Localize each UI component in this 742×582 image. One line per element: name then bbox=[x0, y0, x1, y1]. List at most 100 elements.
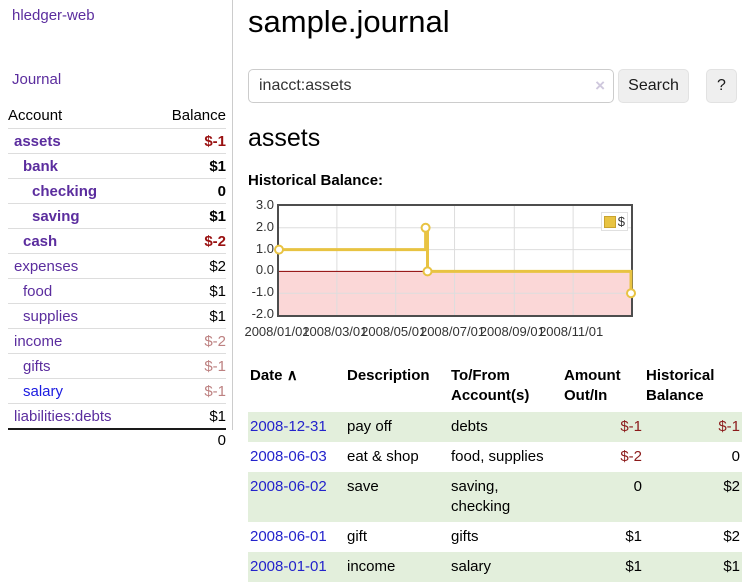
account-row-food: food $1 bbox=[8, 278, 226, 303]
accounts-header-balance: Balance bbox=[171, 107, 226, 124]
transaction-row: 2008-01-01 income salary $1 $1 bbox=[248, 552, 742, 582]
account-link-gifts[interactable]: gifts bbox=[23, 357, 51, 375]
account-row-cash: cash $-2 bbox=[8, 228, 226, 253]
column-header-description: Description bbox=[347, 367, 430, 384]
transaction-balance: $1 bbox=[644, 552, 742, 582]
account-balance: $-1 bbox=[204, 357, 226, 375]
transaction-description: pay off bbox=[345, 412, 449, 442]
transaction-date-link[interactable]: 2008-01-01 bbox=[250, 558, 327, 575]
account-link-expenses[interactable]: expenses bbox=[14, 257, 79, 275]
chart-label: Historical Balance: bbox=[248, 172, 384, 189]
transaction-date-link[interactable]: 2008-12-31 bbox=[250, 418, 327, 435]
account-balance: $1 bbox=[209, 307, 226, 325]
transaction-amount: $-1 bbox=[562, 412, 644, 442]
account-balance: 0 bbox=[217, 182, 226, 200]
transaction-date-link[interactable]: 2008-06-02 bbox=[250, 478, 327, 495]
transaction-balance: 0 bbox=[731, 448, 740, 465]
account-page-title: assets bbox=[248, 124, 321, 152]
account-row-bank: bank $1 bbox=[8, 153, 226, 178]
search-input[interactable] bbox=[248, 69, 614, 103]
account-balance: $1 bbox=[209, 207, 226, 225]
search-input-wrap: × bbox=[248, 69, 614, 103]
account-row-salary: salary $-1 bbox=[8, 378, 226, 403]
account-balance: $-2 bbox=[204, 232, 226, 250]
account-link-cash[interactable]: cash bbox=[23, 232, 58, 250]
sidebar-item-journal[interactable]: Journal bbox=[12, 71, 62, 88]
column-header-accounts: To/From Account(s) bbox=[451, 367, 530, 404]
transaction-balance: $-1 bbox=[644, 412, 742, 442]
transaction-row: 2008-06-01 gift gifts $1 $2 bbox=[248, 522, 742, 552]
sidebar: hledger-web Journal Account Balance asse… bbox=[0, 0, 233, 449]
account-link-bank[interactable]: bank bbox=[23, 157, 59, 175]
transaction-row: 2008-12-31 pay off debts $-1 $-1 bbox=[248, 412, 742, 442]
transaction-row: 2008-06-02 save saving, checking 0 $2 bbox=[248, 472, 742, 522]
account-balance: $-1 bbox=[204, 132, 226, 150]
accounts-header: Account Balance bbox=[8, 103, 226, 128]
x-tick-label: 2008/09/01 bbox=[479, 324, 545, 339]
account-row-assets: assets $-1 bbox=[8, 128, 226, 153]
account-row-supplies: supplies $1 bbox=[8, 303, 226, 328]
brand-link[interactable]: hledger-web bbox=[12, 7, 95, 24]
clear-search-icon[interactable]: × bbox=[595, 76, 605, 95]
page-title: sample.journal bbox=[248, 4, 450, 39]
account-link-salary[interactable]: salary bbox=[23, 382, 64, 400]
y-axis: 3.0 2.0 1.0 0.0 -1.0 -2.0 bbox=[248, 197, 274, 321]
transaction-description: gift bbox=[347, 528, 368, 545]
transaction-date-link[interactable]: 2008-06-03 bbox=[250, 448, 327, 465]
transaction-balance: $2 bbox=[723, 528, 740, 545]
x-tick-label: 2008/11/01 bbox=[539, 324, 604, 339]
x-tick-label: 2008/05/01 bbox=[361, 324, 427, 339]
transaction-accounts: food, supplies bbox=[451, 448, 544, 465]
account-link-supplies[interactable]: supplies bbox=[23, 307, 79, 325]
plot-area: $ bbox=[274, 204, 636, 317]
transaction-accounts: saving, checking bbox=[449, 472, 562, 522]
column-header-balance: Historical Balance bbox=[646, 367, 715, 404]
help-button[interactable]: ? bbox=[706, 69, 737, 103]
account-balance: $1 bbox=[209, 407, 226, 425]
search-form: × Search ? bbox=[248, 69, 742, 103]
transaction-amount: $1 bbox=[562, 552, 644, 582]
x-tick-label: 2008/03/01 bbox=[302, 324, 368, 339]
account-link-liabilities-debts[interactable]: liabilities:debts bbox=[14, 407, 112, 425]
column-header-amount: Amount Out/In bbox=[564, 367, 621, 404]
account-link-assets[interactable]: assets bbox=[14, 132, 61, 150]
y-tick-label: -2.0 bbox=[251, 306, 274, 321]
accounts-header-account: Account bbox=[8, 107, 63, 124]
transaction-amount: $1 bbox=[625, 528, 642, 545]
account-row-expenses: expenses $2 bbox=[8, 253, 226, 278]
account-balance: $-2 bbox=[204, 332, 226, 350]
account-link-saving[interactable]: saving bbox=[32, 207, 80, 225]
account-row-checking: checking 0 bbox=[8, 178, 226, 203]
transaction-amount: $-2 bbox=[620, 448, 642, 465]
transaction-date-link[interactable]: 2008-06-01 bbox=[250, 528, 327, 545]
account-row-saving: saving $1 bbox=[8, 203, 226, 228]
y-tick-label: 1.0 bbox=[255, 240, 274, 256]
search-button[interactable]: Search bbox=[618, 69, 689, 103]
transaction-row: 2008-06-03 eat & shop food, supplies $-2… bbox=[248, 442, 742, 472]
transaction-description: save bbox=[345, 472, 449, 522]
sort-ascending-icon: ∧ bbox=[286, 367, 298, 384]
transaction-balance: $2 bbox=[644, 472, 742, 522]
account-link-checking[interactable]: checking bbox=[32, 182, 98, 200]
chart-legend: $ bbox=[600, 212, 628, 231]
account-link-income[interactable]: income bbox=[14, 332, 63, 350]
account-balance: $1 bbox=[209, 157, 226, 175]
legend-swatch-icon bbox=[603, 215, 616, 228]
main-content: sample.journal × Search ? assets Histori… bbox=[244, 0, 742, 582]
account-row-income: income $-2 bbox=[8, 328, 226, 353]
account-link-food[interactable]: food bbox=[23, 282, 53, 300]
accounts-table: Account Balance assets $-1 bank $1 check… bbox=[8, 103, 226, 450]
transaction-accounts: gifts bbox=[451, 528, 479, 545]
legend-label: $ bbox=[617, 214, 625, 229]
accounts-total-row: 0 bbox=[8, 428, 226, 450]
account-balance: $1 bbox=[209, 282, 226, 300]
transaction-description: eat & shop bbox=[347, 448, 419, 465]
x-tick-label: 2008/01/01 bbox=[244, 324, 310, 339]
transaction-accounts: debts bbox=[449, 412, 562, 442]
accounts-total-value: 0 bbox=[217, 431, 226, 449]
transaction-description: income bbox=[345, 552, 449, 582]
column-header-date[interactable]: Date ∧ bbox=[250, 367, 298, 384]
register-header-row: Date ∧ Description To/From Account(s) Am… bbox=[248, 364, 742, 412]
transaction-amount: 0 bbox=[562, 472, 644, 522]
account-balance: $2 bbox=[209, 257, 226, 275]
